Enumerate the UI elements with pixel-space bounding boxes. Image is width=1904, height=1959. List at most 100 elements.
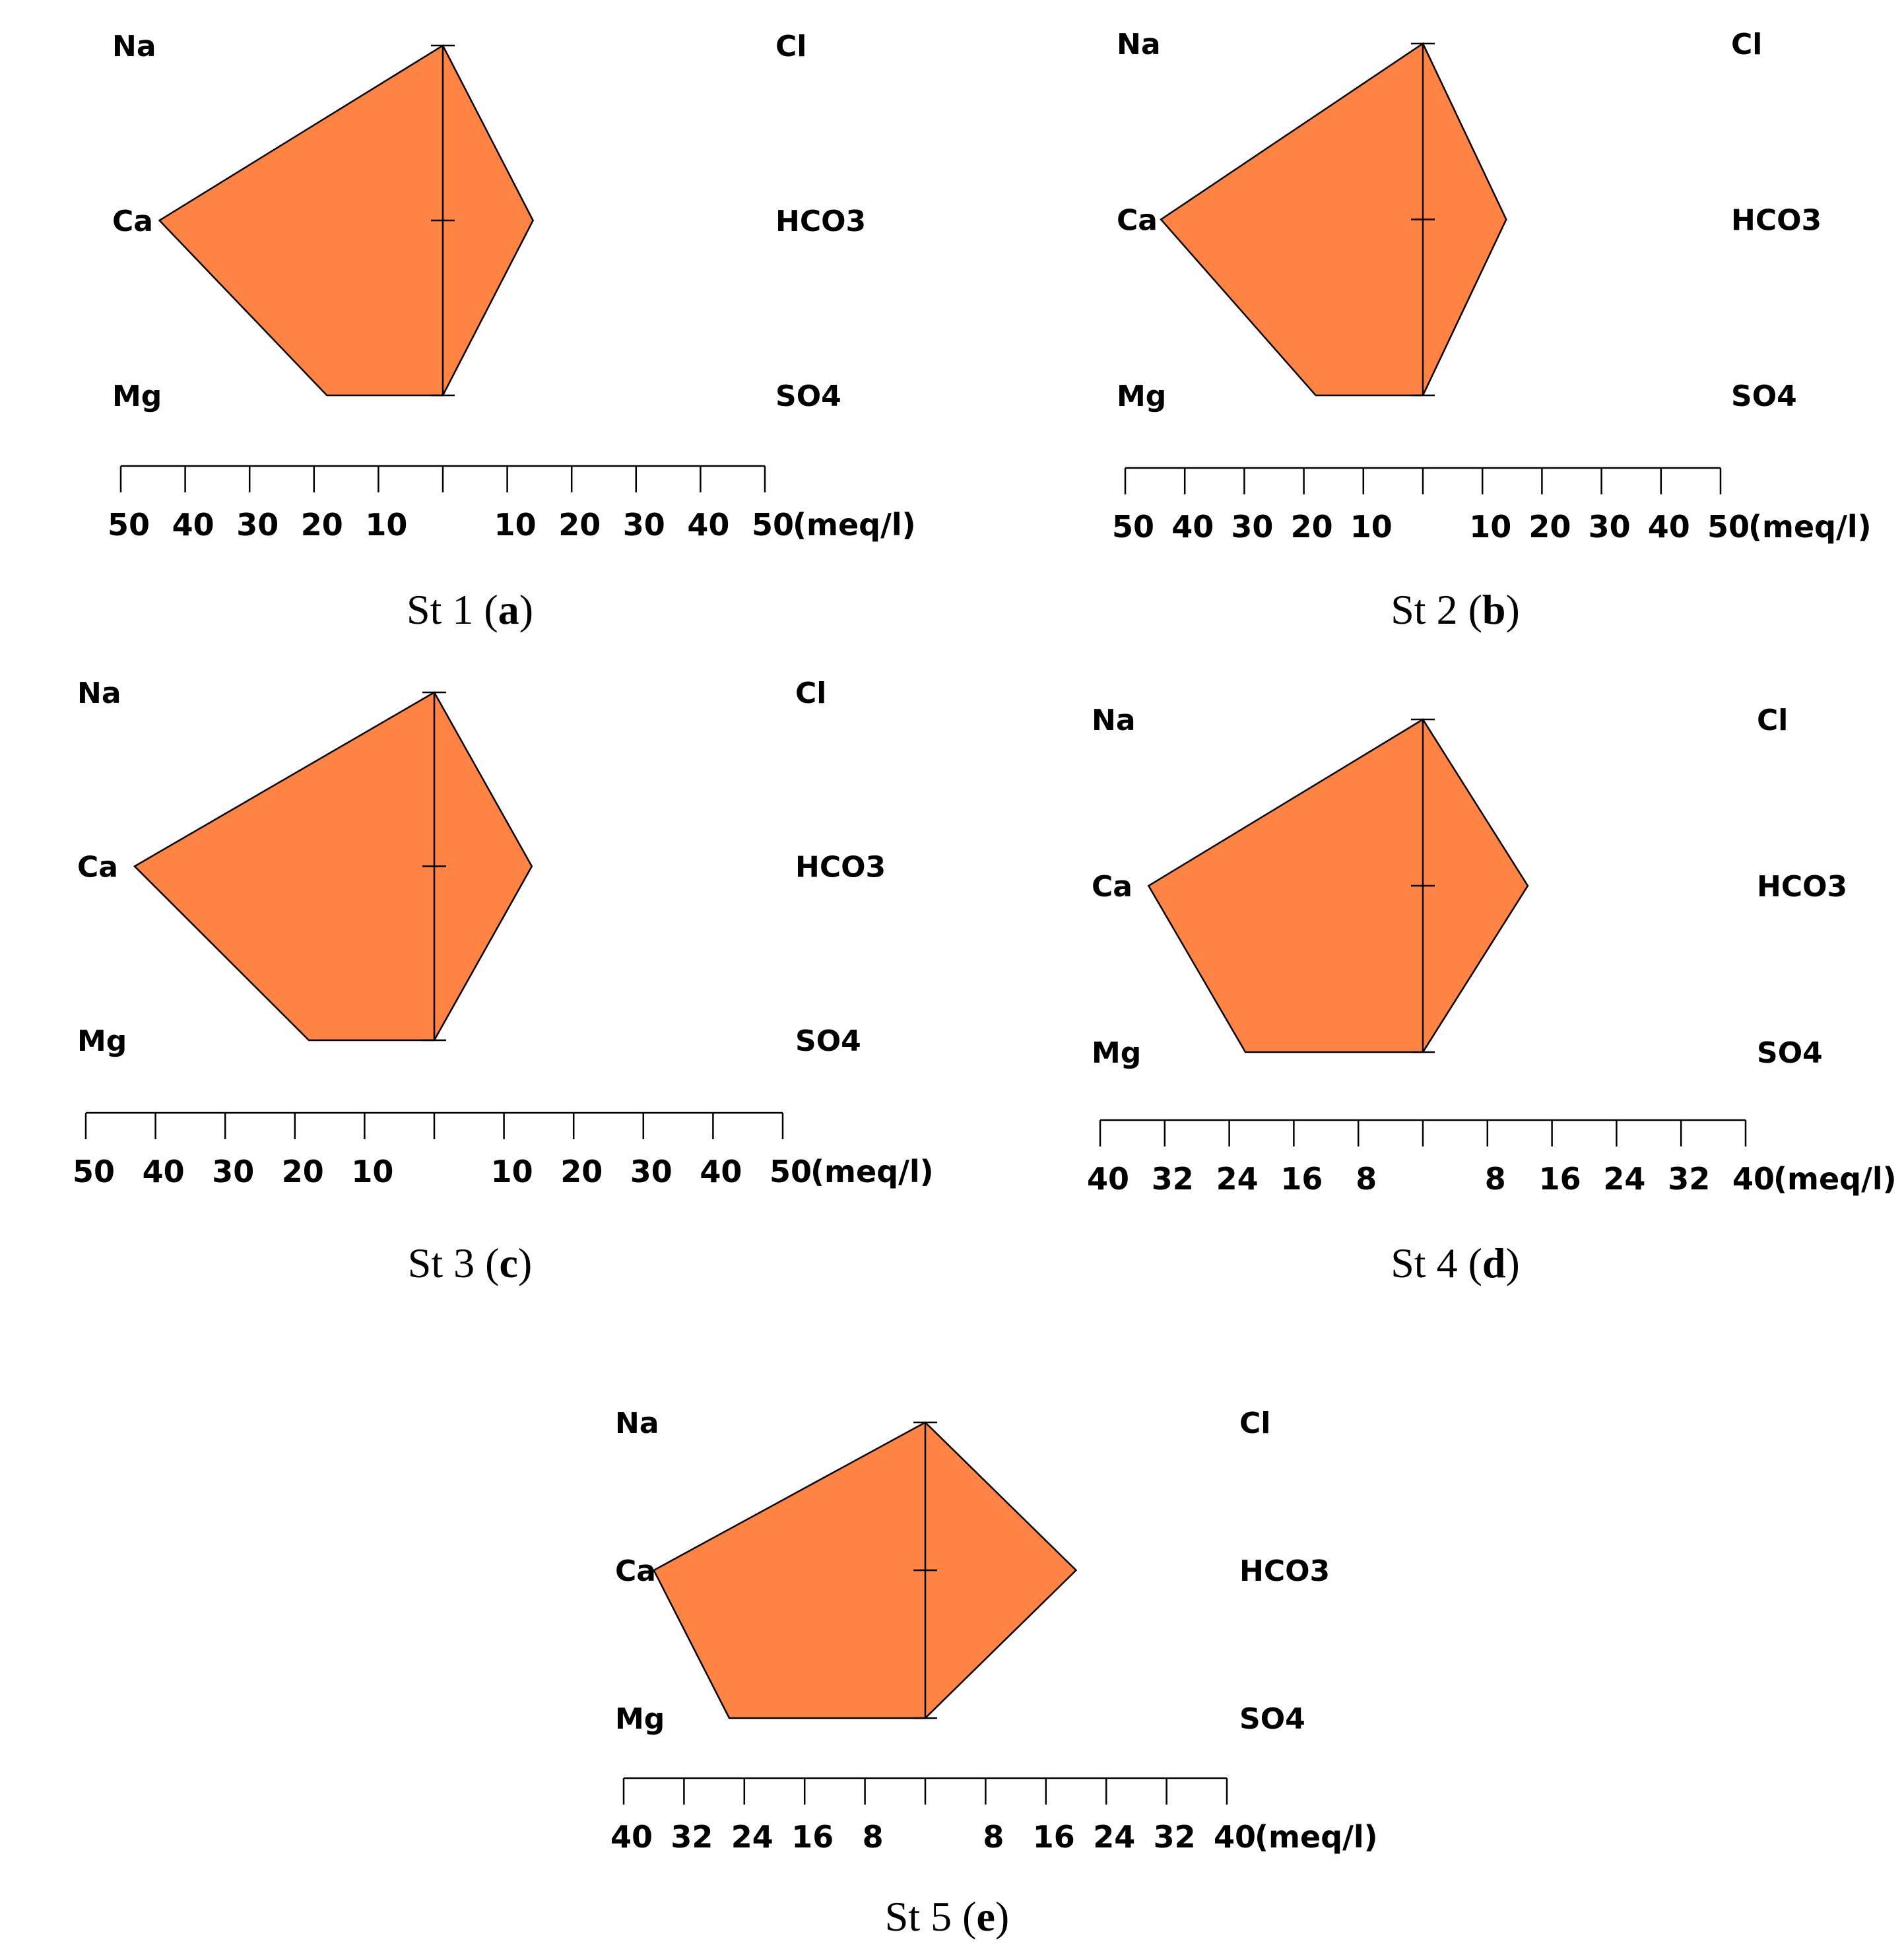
tick-label: 10 xyxy=(494,507,537,543)
cation-label-ca: Ca xyxy=(112,205,153,238)
tick-label: 32 xyxy=(1154,1819,1196,1855)
cation-label-mg: Mg xyxy=(1092,1036,1141,1070)
panel-caption: St 2 (b) xyxy=(1391,586,1520,633)
tick-label: 10 xyxy=(1350,509,1393,545)
tick-label: 40 xyxy=(1214,1819,1256,1855)
cation-label-ca: Ca xyxy=(77,851,118,884)
cation-label-mg: Mg xyxy=(615,1702,665,1736)
anion-label-cl: Cl xyxy=(1239,1407,1270,1440)
panel-caption: St 4 (d) xyxy=(1391,1240,1520,1286)
tick-label: 20 xyxy=(1528,509,1571,545)
anion-label-hco3: HCO3 xyxy=(795,851,886,884)
tick-label: 8 xyxy=(863,1819,884,1855)
tick-label: 20 xyxy=(560,1154,603,1189)
tick-label: 24 xyxy=(1603,1161,1645,1197)
anion-label-hco3: HCO3 xyxy=(1731,204,1822,238)
cation-label-ca: Ca xyxy=(1092,870,1133,904)
tick-label: 24 xyxy=(731,1819,773,1855)
tick-label: 8 xyxy=(983,1819,1004,1855)
tick-label: 10 xyxy=(1469,509,1511,545)
stiff-polygon xyxy=(1160,42,1507,397)
unit-label: (meq/l) xyxy=(1748,509,1872,545)
stiff-polygon xyxy=(158,44,535,397)
anion-label-so4: SO4 xyxy=(1757,1036,1823,1070)
tick-label: 40 xyxy=(1087,1161,1129,1197)
cation-label-na: Na xyxy=(1092,704,1136,737)
tick-label: 32 xyxy=(1668,1161,1710,1197)
tick-label: 40 xyxy=(1732,1161,1775,1197)
cation-label-mg: Mg xyxy=(77,1024,127,1058)
unit-label: (meq/l) xyxy=(1773,1161,1897,1197)
anion-label-so4: SO4 xyxy=(1731,380,1797,413)
tick-label: 40 xyxy=(143,1154,185,1189)
tick-label: 10 xyxy=(351,1154,393,1189)
unit-label: (meq/l) xyxy=(1255,1819,1378,1855)
tick-label: 24 xyxy=(1093,1819,1135,1855)
tick-label: 50 xyxy=(770,1154,812,1189)
tick-label: 10 xyxy=(365,507,407,543)
anion-label-hco3: HCO3 xyxy=(1757,870,1847,904)
tick-label: 16 xyxy=(1539,1161,1581,1197)
panel-caption: St 1 (a) xyxy=(407,586,533,633)
panel-caption: St 5 (e) xyxy=(885,1893,1009,1940)
cation-label-na: Na xyxy=(77,677,121,710)
cation-label-na: Na xyxy=(615,1407,659,1440)
tick-label: 40 xyxy=(1648,509,1690,545)
tick-label: 8 xyxy=(1485,1161,1506,1197)
cation-label-na: Na xyxy=(112,30,156,63)
tick-label: 30 xyxy=(1589,509,1631,545)
tick-label: 50 xyxy=(1112,509,1154,545)
tick-label: 32 xyxy=(671,1819,713,1855)
tick-label: 50 xyxy=(108,507,150,543)
tick-label: 50 xyxy=(73,1154,115,1189)
stiff-polygon xyxy=(653,1421,1078,1719)
anion-label-cl: Cl xyxy=(775,30,806,63)
tick-label: 50 xyxy=(1707,509,1750,545)
tick-label: 16 xyxy=(791,1819,834,1855)
cation-label-mg: Mg xyxy=(112,380,162,413)
stiff-polygon xyxy=(133,691,533,1042)
anion-label-hco3: HCO3 xyxy=(775,205,866,238)
tick-label: 10 xyxy=(491,1154,533,1189)
tick-label: 20 xyxy=(1291,509,1333,545)
tick-label: 30 xyxy=(623,507,665,543)
tick-label: 20 xyxy=(301,507,343,543)
tick-label: 30 xyxy=(1231,509,1273,545)
anion-label-so4: SO4 xyxy=(1239,1702,1305,1736)
anion-label-so4: SO4 xyxy=(795,1024,861,1058)
tick-label: 8 xyxy=(1356,1161,1377,1197)
unit-label: (meq/l) xyxy=(810,1154,934,1189)
anion-label-hco3: HCO3 xyxy=(1239,1554,1330,1588)
cation-label-ca: Ca xyxy=(615,1554,656,1588)
tick-label: 16 xyxy=(1033,1819,1075,1855)
tick-label: 30 xyxy=(212,1154,254,1189)
tick-label: 40 xyxy=(687,507,729,543)
tick-label: 40 xyxy=(172,507,214,543)
tick-label: 50 xyxy=(752,507,794,543)
tick-label: 32 xyxy=(1152,1161,1194,1197)
tick-label: 16 xyxy=(1280,1161,1323,1197)
anion-label-cl: Cl xyxy=(1757,704,1788,737)
unit-label: (meq/l) xyxy=(793,507,916,543)
cation-label-na: Na xyxy=(1117,28,1161,61)
stiff-polygon xyxy=(1147,718,1529,1053)
tick-label: 40 xyxy=(1171,509,1214,545)
anion-label-cl: Cl xyxy=(795,677,826,710)
panel-caption: St 3 (c) xyxy=(408,1240,532,1286)
tick-label: 20 xyxy=(558,507,601,543)
cation-label-mg: Mg xyxy=(1117,380,1166,413)
cation-label-ca: Ca xyxy=(1117,204,1158,238)
tick-label: 24 xyxy=(1216,1161,1259,1197)
anion-label-cl: Cl xyxy=(1731,28,1762,61)
tick-label: 20 xyxy=(282,1154,324,1189)
tick-label: 30 xyxy=(630,1154,673,1189)
tick-label: 30 xyxy=(236,507,279,543)
tick-label: 40 xyxy=(610,1819,653,1855)
anion-label-so4: SO4 xyxy=(775,380,841,413)
